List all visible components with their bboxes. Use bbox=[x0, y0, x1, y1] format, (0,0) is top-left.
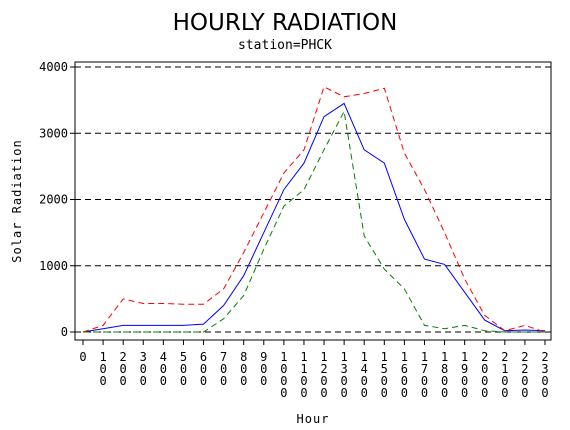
x-axis-ticks: 0 1 0 0 2 0 0 3 0 0 4 0 0 5 0 0 6 0 0 7 0 0 8 0 0 9 0 0 1 0 0 0 1 1 0 0 1 2 0 0… bbox=[79, 340, 549, 400]
y-tick-label: 2000 bbox=[39, 193, 68, 207]
y-tick-label: 0 bbox=[61, 325, 68, 339]
chart-subtitle: station=PHCK bbox=[238, 38, 332, 53]
data-series bbox=[82, 86, 546, 333]
y-tick-label: 3000 bbox=[39, 126, 68, 140]
gridlines bbox=[75, 66, 551, 333]
series-line-1 bbox=[82, 102, 546, 333]
y-axis-label: Solar Radiation bbox=[10, 139, 24, 262]
series-line-3 bbox=[83, 109, 545, 333]
series-line-2 bbox=[82, 86, 546, 333]
y-tick-label: 4000 bbox=[39, 60, 68, 74]
chart-title: HOURLY RADIATION bbox=[173, 10, 398, 36]
y-axis-ticks: 0 1000 2000 3000 4000 bbox=[39, 60, 75, 339]
plot-frame bbox=[74, 61, 552, 341]
y-tick-label: 1000 bbox=[39, 259, 68, 273]
x-axis-label: Hour bbox=[297, 412, 330, 426]
x-tick-label: 0 bbox=[79, 350, 86, 364]
